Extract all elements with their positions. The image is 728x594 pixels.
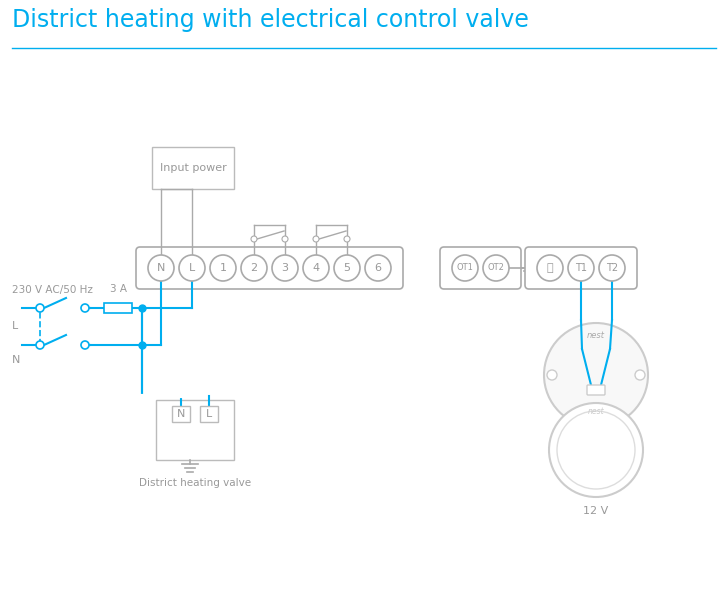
- Text: 4: 4: [312, 263, 320, 273]
- Circle shape: [365, 255, 391, 281]
- Circle shape: [241, 255, 267, 281]
- Circle shape: [599, 255, 625, 281]
- Circle shape: [568, 255, 594, 281]
- Text: 5: 5: [344, 263, 350, 273]
- Circle shape: [210, 255, 236, 281]
- Circle shape: [313, 236, 319, 242]
- Text: N: N: [12, 355, 20, 365]
- Text: 6: 6: [374, 263, 381, 273]
- Text: 230 V AC/50 Hz: 230 V AC/50 Hz: [12, 285, 93, 295]
- Circle shape: [549, 403, 643, 497]
- Bar: [200, 406, 218, 422]
- Circle shape: [344, 236, 350, 242]
- Circle shape: [272, 255, 298, 281]
- Circle shape: [36, 304, 44, 312]
- Text: District heating with electrical control valve: District heating with electrical control…: [12, 8, 529, 32]
- Text: 1: 1: [220, 263, 226, 273]
- FancyBboxPatch shape: [136, 247, 403, 289]
- Circle shape: [557, 411, 635, 489]
- Circle shape: [148, 255, 174, 281]
- Text: 12 V: 12 V: [583, 506, 609, 516]
- Text: District heating valve: District heating valve: [139, 478, 251, 488]
- FancyBboxPatch shape: [525, 247, 637, 289]
- Circle shape: [483, 255, 509, 281]
- Circle shape: [282, 236, 288, 242]
- Circle shape: [303, 255, 329, 281]
- Text: T1: T1: [575, 263, 587, 273]
- Circle shape: [452, 255, 478, 281]
- Circle shape: [544, 323, 648, 427]
- Text: 3 A: 3 A: [109, 284, 127, 294]
- Text: OT2: OT2: [488, 264, 505, 273]
- Text: N: N: [177, 409, 185, 419]
- Text: nest: nest: [587, 330, 605, 340]
- Circle shape: [537, 255, 563, 281]
- Text: L: L: [12, 321, 18, 331]
- Bar: [104, 303, 132, 313]
- Text: T2: T2: [606, 263, 618, 273]
- Text: ⏚: ⏚: [547, 263, 553, 273]
- Text: N: N: [157, 263, 165, 273]
- Circle shape: [81, 304, 89, 312]
- Bar: [172, 406, 190, 422]
- Circle shape: [179, 255, 205, 281]
- Text: 3: 3: [282, 263, 288, 273]
- Text: Input power: Input power: [159, 163, 226, 173]
- Circle shape: [251, 236, 257, 242]
- Text: 2: 2: [250, 263, 258, 273]
- FancyBboxPatch shape: [440, 247, 521, 289]
- Circle shape: [81, 341, 89, 349]
- Circle shape: [36, 341, 44, 349]
- Bar: [152, 147, 234, 189]
- Text: L: L: [206, 409, 212, 419]
- Circle shape: [635, 370, 645, 380]
- FancyBboxPatch shape: [587, 385, 605, 395]
- Circle shape: [334, 255, 360, 281]
- Text: OT1: OT1: [456, 264, 473, 273]
- Text: L: L: [189, 263, 195, 273]
- Circle shape: [547, 370, 557, 380]
- Text: nest: nest: [587, 407, 604, 416]
- Bar: [156, 400, 234, 460]
